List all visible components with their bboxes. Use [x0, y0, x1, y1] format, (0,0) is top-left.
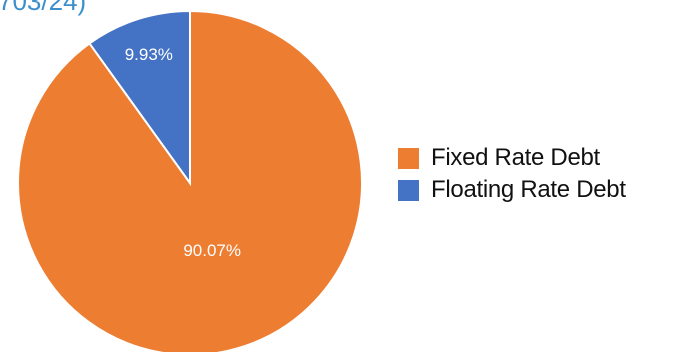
pie-label-fixed-rate-debt: 90.07%	[183, 241, 241, 260]
legend-label-fixed-rate-debt: Fixed Rate Debt	[431, 144, 600, 171]
legend-item-fixed-rate-debt: Fixed Rate Debt	[398, 142, 626, 174]
legend-swatch-floating-rate-debt	[398, 179, 419, 201]
legend-swatch-fixed-rate-debt	[398, 147, 419, 169]
pie-slice-floating-rate-debt	[88, 9, 191, 187]
pie-slices	[17, 9, 363, 352]
pie-label-floating-rate-debt: 9.93%	[125, 45, 173, 64]
chart-legend: Fixed Rate Debt Floating Rate Debt	[398, 142, 626, 206]
pie-data-labels: 90.07% 9.93%	[125, 45, 241, 260]
legend-item-floating-rate-debt: Floating Rate Debt	[398, 174, 626, 206]
legend-label-floating-rate-debt: Floating Rate Debt	[431, 176, 626, 203]
cropped-header-text: 703/24)	[0, 0, 87, 16]
